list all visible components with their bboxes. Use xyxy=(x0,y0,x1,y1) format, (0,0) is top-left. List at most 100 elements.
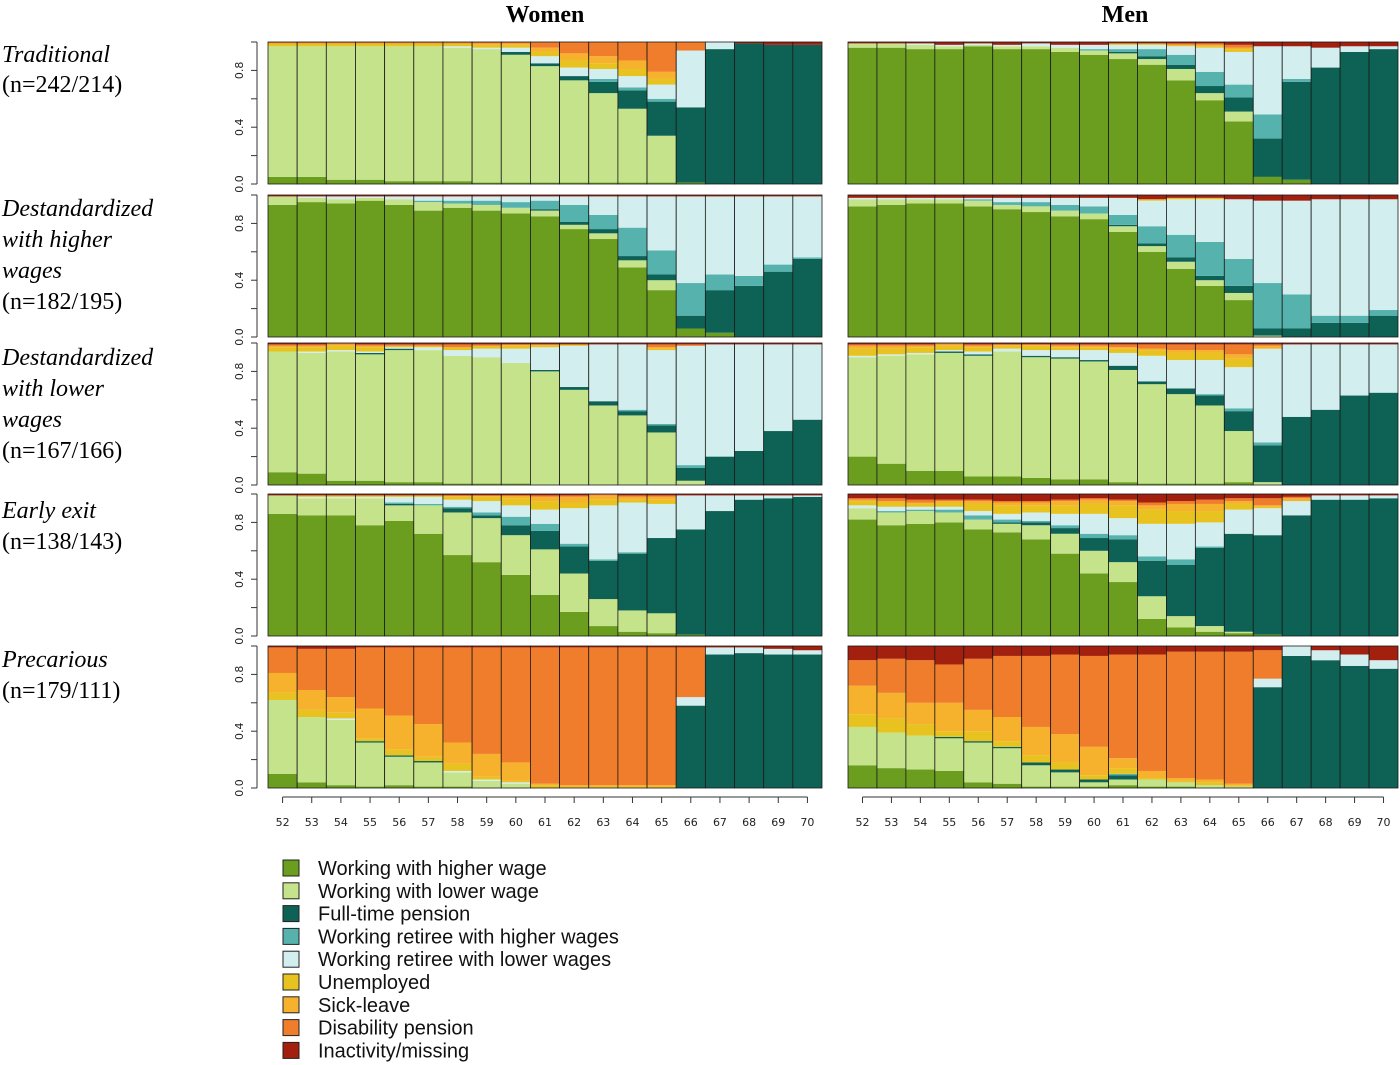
bar-segment xyxy=(647,633,677,636)
bar-segment xyxy=(934,509,964,513)
bar-segment xyxy=(1108,344,1138,348)
bar-segment xyxy=(530,594,560,636)
bar-segment xyxy=(792,494,822,496)
bar-segment xyxy=(905,646,935,661)
bar-segment xyxy=(1340,665,1370,788)
bar-segment xyxy=(1079,195,1109,198)
bar-segment xyxy=(1224,533,1254,632)
bar-segment xyxy=(1311,195,1341,200)
bar-segment xyxy=(1137,505,1167,510)
bar-segment xyxy=(934,345,964,351)
bar-segment xyxy=(1224,631,1254,634)
bar-outline xyxy=(1368,41,1399,185)
bar-segment xyxy=(1224,501,1254,504)
bar-segment xyxy=(934,502,964,507)
bar-segment xyxy=(1369,315,1398,337)
bar-segment xyxy=(1079,533,1109,539)
bar-segment xyxy=(1108,231,1138,337)
bar-segment xyxy=(384,715,414,750)
bar-segment xyxy=(530,216,560,337)
bar-segment xyxy=(384,344,414,346)
bar-segment xyxy=(1195,280,1225,286)
bar-segment xyxy=(442,494,473,496)
bar-segment xyxy=(1079,360,1109,362)
bar-segment xyxy=(1137,199,1167,201)
bar-segment xyxy=(876,494,906,499)
labels-layer: Women Men Traditional (n=242/214) Destandard… xyxy=(1,2,1148,704)
bar-segment xyxy=(442,495,473,497)
bar-segment xyxy=(905,724,935,736)
bar-segment xyxy=(355,345,385,348)
bar-segment xyxy=(1137,384,1167,484)
bar-segment xyxy=(1166,627,1196,636)
bar-segment xyxy=(1021,42,1051,44)
bar-segment xyxy=(1224,199,1254,259)
bar-segment xyxy=(559,786,589,788)
bar-segment xyxy=(763,264,793,272)
bar-segment xyxy=(848,43,877,48)
bar-segment xyxy=(992,783,1022,788)
bar-segment xyxy=(905,660,935,703)
bar-segment xyxy=(705,647,735,655)
bar-segment xyxy=(876,47,906,185)
bar-segment xyxy=(268,351,298,473)
bar-segment xyxy=(617,411,648,416)
bar-segment xyxy=(763,648,793,655)
bar-segment xyxy=(1282,655,1312,788)
bar-segment xyxy=(1224,786,1254,788)
bar-segment xyxy=(1108,197,1138,215)
bar-segment xyxy=(1050,553,1080,636)
legend-item: Disability pension xyxy=(282,1018,474,1040)
row-label: Precarious (n=179/111) xyxy=(1,647,120,704)
bar-segment xyxy=(876,197,906,200)
bar-segment xyxy=(1340,654,1370,666)
bar-segment xyxy=(413,646,443,648)
bar-segment xyxy=(472,494,502,496)
bar-segment xyxy=(1224,44,1254,48)
bar-segment xyxy=(530,344,560,346)
bar-segment xyxy=(588,233,618,240)
bar-segment xyxy=(1166,646,1196,652)
bar-segment xyxy=(384,181,414,184)
bar-segment xyxy=(676,634,706,636)
bar-segment xyxy=(413,505,443,534)
bar-segment xyxy=(384,756,414,786)
legend-swatch xyxy=(282,950,300,968)
bar-segment xyxy=(1253,442,1283,446)
bar-segment xyxy=(617,182,648,184)
bar-segment xyxy=(1137,523,1167,557)
bar-segment xyxy=(1195,195,1225,198)
y-tick-label: 0.0 xyxy=(233,779,246,797)
bar-segment xyxy=(442,200,473,204)
bar-segment xyxy=(1079,49,1109,51)
bar-segment xyxy=(647,785,677,787)
bar-segment xyxy=(1166,261,1196,269)
bar-segment xyxy=(1166,511,1196,524)
bar-segment xyxy=(763,498,793,636)
bar-segment xyxy=(355,179,385,184)
bar-segment xyxy=(559,611,589,636)
bar-segment xyxy=(1108,348,1138,353)
bar-segment xyxy=(934,738,964,771)
bar-segment xyxy=(1340,51,1370,184)
bar-segment xyxy=(472,776,502,780)
bar-segment xyxy=(1166,268,1196,337)
bar-segment xyxy=(268,46,298,177)
bar-segment xyxy=(647,280,677,291)
bar-segment xyxy=(355,197,385,201)
bar-segment xyxy=(1050,499,1080,502)
bar-segment xyxy=(1108,505,1138,519)
bar-segment xyxy=(1108,518,1138,536)
bar-segment xyxy=(1166,199,1196,235)
bar-segment xyxy=(268,699,298,774)
bar-segment xyxy=(501,51,531,55)
y-tick-label: 0.0 xyxy=(233,476,246,494)
bar-segment xyxy=(530,783,560,786)
bar-segment xyxy=(734,344,764,451)
bar-segment xyxy=(1050,786,1080,788)
bar-segment xyxy=(588,599,618,627)
bar-segment xyxy=(1050,42,1080,45)
x-tick-label: 64 xyxy=(625,816,639,829)
bar-segment xyxy=(588,626,618,636)
bar-segment xyxy=(1369,310,1398,316)
